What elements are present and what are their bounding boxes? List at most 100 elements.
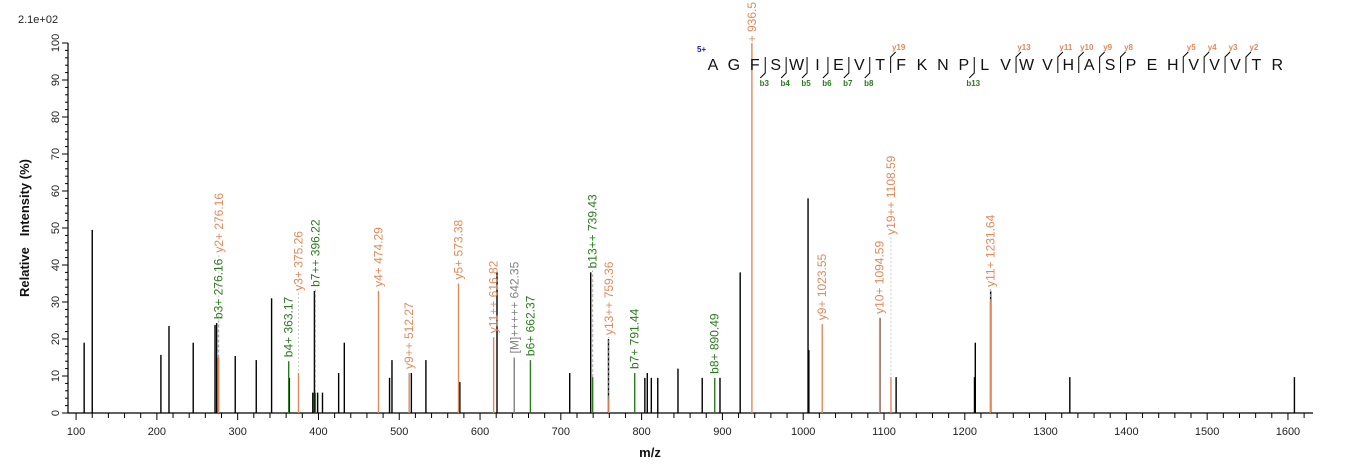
y-ion-label: y3 [1229,43,1238,52]
y-ion-label: y9 [1103,43,1112,52]
x-tick-label: 1000 [791,426,815,438]
residue: R [1272,57,1284,74]
b-ion-bracket [780,57,787,79]
x-tick-label: 500 [390,426,408,438]
y-tick-label: 70 [50,148,62,160]
y-ion-label: y19 [892,43,906,52]
peak-label: y10+ 1094.59 [873,241,887,314]
residue: G [728,57,740,74]
y-tick-label: 10 [50,370,62,382]
y-tick-label: 50 [50,222,62,234]
peak-label: b8+ 890.49 [708,313,722,374]
x-tick-label: 800 [632,426,650,438]
residue: K [917,57,928,74]
b-ion-bracket [759,57,766,79]
x-tick-label: 300 [228,426,246,438]
residue: V [1000,57,1011,74]
x-tick-label: 200 [148,426,166,438]
y-tick-label: 80 [50,111,62,123]
charge-state: 5+ [697,45,706,54]
y-ion-label: y4 [1208,43,1217,52]
b-ion-label: b6 [822,79,832,88]
residue: V [1230,57,1241,74]
x-tick-label: 400 [309,426,327,438]
residue: F [750,57,760,74]
b-ion-bracket [801,57,808,79]
y-ion-bracket [1182,51,1189,73]
y-ion-label: y2 [1249,43,1258,52]
x-tick-label: 100 [67,426,85,438]
x-tick-label: 1400 [1114,426,1138,438]
y-ion-label: y13 [1017,43,1031,52]
residue: T [1252,57,1262,74]
peak-label: b4+ 363.17 [282,296,296,357]
y-tick-label: 30 [50,296,62,308]
residue: T [875,57,885,74]
peak-label: y9++ 512.27 [402,302,416,369]
residue: S [1105,57,1116,74]
y-ion-bracket [1203,51,1210,73]
x-tick-label: 900 [713,426,731,438]
x-tick-label: 1200 [953,426,977,438]
y-ion-bracket [1015,51,1022,73]
peak-label: y3+ 375.26 [291,231,305,291]
peaks [83,43,1296,413]
peak-label: b13++ 739.43 [586,194,600,268]
x-tick-label: 1500 [1195,426,1219,438]
b-ion-label: b13 [966,79,980,88]
peak-label: y9+ 1023.55 [815,253,829,320]
x-tick-label: 1600 [1276,426,1300,438]
residue: P [958,57,969,74]
peak-label: + 936.5 [745,2,759,43]
residue: S [770,57,781,74]
residue: A [708,57,719,74]
peak-label: [M]+++++ 642.35 [507,261,521,353]
y-ion-label: y11 [1059,43,1072,52]
x-tick-label: 600 [471,426,489,438]
residue: P [1126,57,1137,74]
residue: L [980,57,989,74]
residue: H [1167,57,1179,74]
b-ion-bracket [843,57,850,79]
residue: V [854,57,865,74]
residue: H [1063,57,1075,74]
residue: F [896,57,906,74]
y-ion-bracket [1245,51,1252,73]
b-ion-bracket [822,57,829,79]
y-ion-bracket [1078,51,1085,73]
peak-label: b6+ 662.37 [523,295,537,356]
y-tick-label: 60 [50,185,62,197]
peak-label: y19++ 1108.59 [884,155,898,235]
x-tick-label: 1100 [872,426,896,438]
peptide-annotation: 5+A G F S W I E V T F K N P L V W V H A S P E H V V V T Rb3 b4 b5 b6 b7… [697,43,1283,88]
b-ion-label: b8 [864,79,874,88]
peak-label: y2+ 276.16 [212,193,226,253]
residue: N [937,57,949,74]
y-ion-bracket [1057,51,1064,73]
peak-label: y4+ 474.29 [371,227,385,287]
residue: E [1147,57,1158,74]
y-ion-label: y8 [1124,43,1133,52]
x-axis-label: m/z [639,445,661,460]
residue: W [1019,57,1035,74]
peak-label: y13++ 759.36 [602,261,616,335]
intensity-scale-label: 2.1e+02 [18,14,58,26]
b-ion-bracket [864,57,871,79]
residue: W [789,57,805,74]
peak-labels: b3+ 276.16 y2+ 276.16 b4+ 363.17 y3+ 375.26… [211,2,997,374]
y-ion-bracket [890,51,897,73]
y-ion-bracket [1120,51,1126,73]
peak-label: y11++ 616.82 [487,260,501,333]
peak-label: y11+ 1231.64 [983,214,997,287]
b-ion-label: b3 [760,79,770,88]
y-tick-label: 90 [50,74,62,86]
y-tick-label: 0 [50,410,62,416]
y-tick-label: 100 [50,34,62,52]
y-axis-label: Relative Intensity (%) [17,159,32,297]
residue: I [815,57,819,74]
y-tick-label: 40 [50,259,62,271]
y-tick-label: 20 [50,333,62,345]
b-ion-label: b5 [801,79,811,88]
peak-label: b3+ 276.16 [211,258,225,319]
